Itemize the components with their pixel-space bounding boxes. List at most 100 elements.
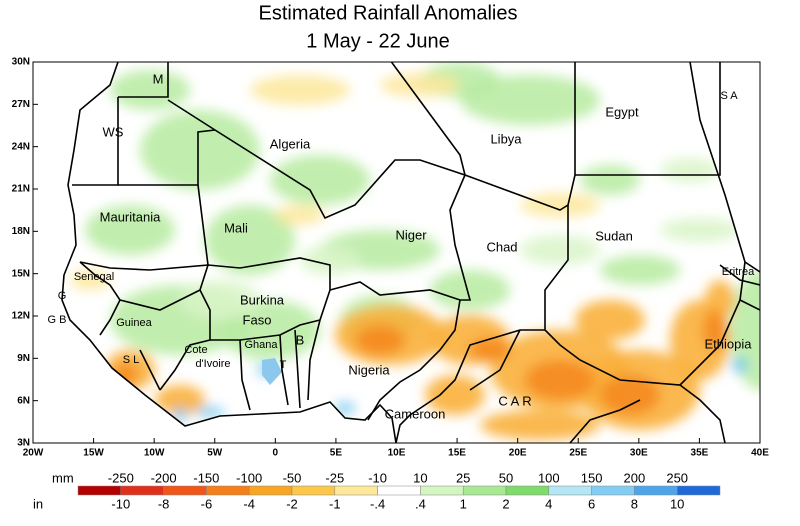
border: [294, 329, 301, 409]
lat-label: 6N: [17, 395, 30, 406]
legend-mm: -50: [283, 470, 302, 485]
country-label: M: [153, 71, 164, 86]
border: [61, 62, 397, 443]
anomaly-patch: [480, 410, 600, 440]
lat-label: 30N: [12, 57, 30, 68]
legend-in: -1: [329, 496, 341, 511]
country-label: Mauritania: [100, 209, 161, 224]
legend-mm: 100: [538, 470, 560, 485]
legend-in: -4: [243, 496, 255, 511]
border: [679, 384, 726, 443]
country-label: Ghana: [244, 339, 278, 351]
anomaly-patch: [600, 375, 660, 415]
anomaly-patch: [425, 375, 485, 415]
legend-in: -10: [111, 496, 130, 511]
lat-label: 18N: [12, 226, 30, 237]
legend-swatch: [505, 485, 550, 496]
lon-label: 25E: [569, 448, 587, 459]
anomaly-patch: [85, 205, 175, 255]
legend-swatch: [548, 485, 592, 496]
title: Estimated Rainfall Anomalies: [258, 2, 517, 24]
anomaly-patch: [195, 407, 225, 417]
legend-swatch: [334, 485, 378, 496]
lon-label: 20W: [23, 448, 44, 459]
country-label: Eritrea: [722, 266, 755, 278]
country-label: G B: [48, 314, 67, 326]
border: [719, 264, 760, 286]
country-label: S A: [720, 90, 738, 102]
country-label: S L: [123, 354, 140, 366]
lat-label: 21N: [12, 184, 30, 195]
lon-label: 0: [273, 448, 279, 459]
legend-in: -2: [286, 496, 298, 511]
border: [167, 62, 467, 220]
anomaly-patch: [140, 110, 260, 190]
legend-in: .4: [415, 496, 426, 511]
anomaly-patch: [250, 75, 350, 105]
border: [79, 184, 209, 271]
country-label: B: [296, 332, 305, 347]
anomaly-patch: [520, 193, 600, 217]
anomaly-field: [70, 62, 760, 440]
legend-swatch: [420, 485, 464, 496]
border: [207, 174, 472, 301]
border: [139, 349, 161, 391]
country-label: C A R: [498, 393, 531, 408]
anomaly-patch: [600, 255, 680, 285]
anomaly-patch: [470, 338, 510, 362]
legend-in: 2: [502, 496, 509, 511]
border: [544, 205, 746, 386]
lat-label: 24N: [12, 141, 30, 152]
border: [118, 62, 169, 98]
country-label: Mali: [224, 220, 248, 235]
border: [469, 329, 521, 391]
lon-label: 30E: [630, 448, 648, 459]
red-sea: [690, 62, 760, 272]
anomaly-patch: [270, 155, 370, 205]
legend-mm: -100: [236, 470, 262, 485]
country-label: Nigeria: [348, 362, 390, 377]
anomaly-patch: [660, 158, 720, 182]
legend-mm: 150: [581, 470, 603, 485]
anomaly-patch: [275, 205, 325, 225]
legend-in: -6: [201, 496, 213, 511]
legend-in: 10: [670, 496, 684, 511]
legend-in: -.4: [370, 496, 385, 511]
country-label: WS: [103, 124, 124, 139]
country-label: Cote: [184, 344, 207, 356]
legend-mm: 200: [624, 470, 646, 485]
lake: [262, 358, 282, 385]
anomaly-patch: [520, 235, 600, 265]
legend-mm: -200: [151, 470, 177, 485]
lon-label: 15W: [83, 448, 104, 459]
border: [569, 399, 641, 443]
legend-mm: -10: [368, 470, 387, 485]
country-label: Egypt: [605, 104, 639, 119]
country-label: Guinea: [116, 317, 152, 329]
lat-label: 3N: [17, 438, 30, 449]
lon-label: 20E: [509, 448, 527, 459]
legend-in: 1: [460, 496, 467, 511]
anomaly-patch: [732, 357, 748, 373]
legend-swatch: [120, 485, 164, 496]
legend-mm: -25: [325, 470, 344, 485]
legend-unit: mm: [52, 470, 74, 485]
anomaly-patch: [705, 280, 735, 320]
border: [575, 62, 721, 176]
anomaly-patch: [525, 360, 595, 400]
legend-mm: 50: [499, 470, 513, 485]
legend-swatch: [377, 485, 421, 496]
legend-swatch: [634, 485, 678, 496]
country-label: Cameroon: [385, 406, 446, 421]
legend-in: 4: [545, 496, 552, 511]
border: [739, 299, 760, 311]
country-label: Senegal: [74, 271, 114, 283]
subtitle: 1 May - 22 June: [306, 30, 449, 52]
border: [118, 129, 216, 186]
country-label: G: [58, 290, 67, 302]
legend-in: 8: [631, 496, 638, 511]
anomaly-patch: [575, 300, 645, 340]
